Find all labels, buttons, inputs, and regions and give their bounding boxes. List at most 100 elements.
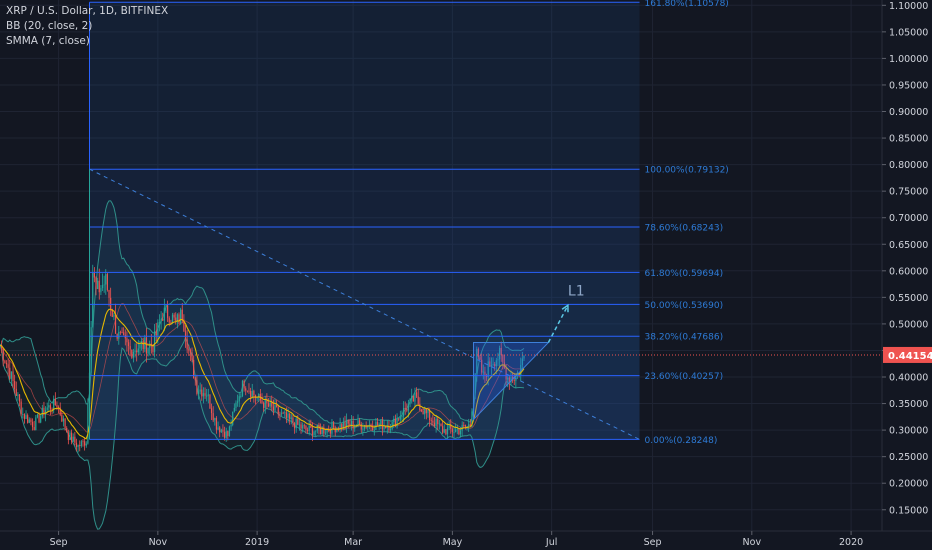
candle-body [71,432,73,442]
fib-level-label: 100.00%(0.79132) [645,166,729,176]
candle-body [290,417,292,419]
candle-body [204,393,206,396]
candle-body [367,425,369,428]
candle-body [474,373,476,393]
candle-body [227,431,229,436]
candle-body [456,429,458,431]
y-tick-label: 1.00000 [889,54,928,65]
candle-body [241,380,244,397]
drawings[interactable]: L1 [0,168,882,440]
candle-body [38,414,40,423]
x-tick-label: May [443,537,463,548]
y-tick-label: 0.55000 [889,293,928,304]
candle-body [152,346,154,353]
candle-body [258,394,260,398]
projection-arrowhead [561,303,569,313]
candle-body [292,417,294,424]
candle-body [481,359,483,373]
candle-body [197,391,200,394]
candle-body [497,359,499,361]
candle-body [398,418,400,420]
candle-body [124,335,126,339]
candle-body [170,322,172,324]
candle-body [346,420,348,428]
candle-body [295,418,297,429]
candle-body [77,445,79,447]
candle-body [419,403,421,411]
candle-body [199,389,201,392]
x-tick-label: Nov [149,537,168,548]
candle-body [378,424,380,426]
candle-body [318,424,320,429]
candle-body [142,341,144,350]
candle-body [300,424,302,429]
candle-body [110,297,112,309]
fib-band [89,227,640,273]
candle-body [332,422,335,428]
candle-body [279,414,281,415]
candle-body [173,314,175,318]
candle-body [448,424,450,428]
candle-body [210,408,213,414]
y-tick-label: 0.20000 [889,479,928,490]
candle-body [319,428,322,434]
candle-body [15,388,17,396]
legend-title[interactable]: XRP / U.S. Dollar, 1D, BITFINEX [6,5,169,17]
candle-body [201,389,203,397]
candle-body [215,418,218,430]
fib-level-label: 78.60%(0.68243) [645,224,724,234]
candle-body [23,414,26,419]
candle-body [285,412,288,418]
candle-body [399,416,401,420]
legend-smma[interactable]: SMMA (7, close) [6,35,90,47]
candle-body [245,388,247,391]
candle-body [79,445,81,446]
bb-fill [0,200,524,530]
candle-body [352,420,354,429]
candle-body [175,317,177,321]
candle-body [129,346,131,350]
candle-body [41,407,43,417]
candle-body [4,360,6,363]
candle-body [442,426,444,433]
candle-body [92,272,94,328]
candle-body [324,432,327,434]
candle-body [108,290,110,298]
candle-body [445,429,447,435]
price-tag-label: 0.44154 [888,351,932,362]
candle-body [147,347,149,354]
bb-lower [0,336,525,530]
candle-body [36,414,39,418]
candle-body [9,367,11,379]
candle-body [415,392,418,397]
trendline [89,168,640,440]
candle-body [302,425,304,429]
grid [0,0,882,531]
candle-body [67,432,69,440]
x-tick-label: Nov [743,537,762,548]
candle-body [336,427,338,433]
candle-body [123,332,125,336]
candle-body [59,407,61,415]
y-tick-label: 0.95000 [889,80,928,91]
candle-body [72,436,74,442]
candle-body [191,352,193,360]
candle-body [354,426,356,429]
y-tick-label: 0.80000 [889,160,928,171]
fib-level-label: 23.60%(0.40257) [645,372,724,382]
legend-bb[interactable]: BB (20, close, 2) [6,20,93,32]
candle-body [508,377,510,383]
candle-body [469,424,471,427]
candle-body [176,314,178,321]
candle-body [111,308,113,317]
candle-body [476,348,478,374]
x-tick-label: 2020 [839,537,863,548]
candle-body [25,415,27,419]
fib-band [89,169,640,228]
fib-retracement[interactable]: 161.80%(1.10578) 100.00%(0.79132) 78.60%(0… [89,0,729,446]
bb-upper [0,200,525,424]
candle-body [287,413,289,418]
candle-body [206,395,208,397]
